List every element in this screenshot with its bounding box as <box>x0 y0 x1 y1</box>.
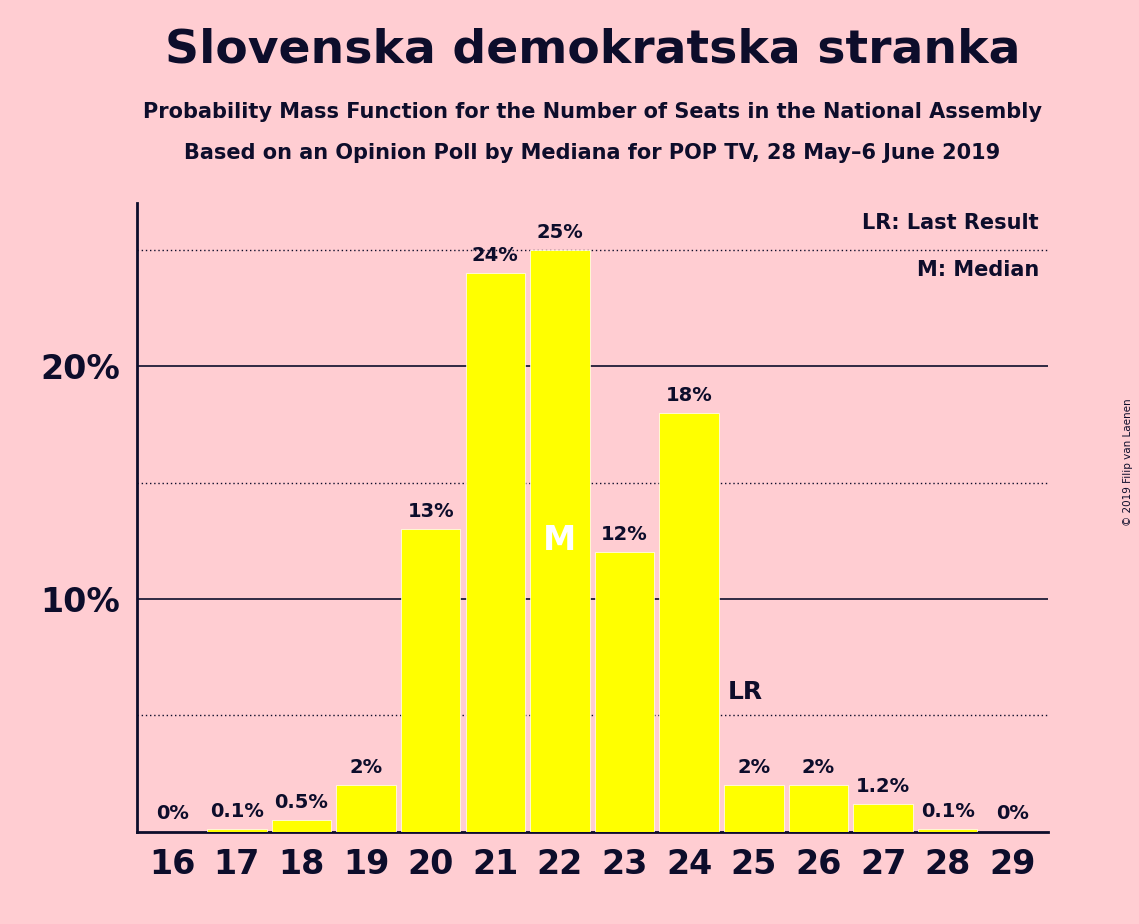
Text: LR: LR <box>728 680 763 703</box>
Bar <box>466 274 525 832</box>
Bar <box>401 529 460 832</box>
Bar <box>336 785 396 832</box>
Text: 18%: 18% <box>666 385 713 405</box>
Text: 0.5%: 0.5% <box>274 793 328 812</box>
Bar <box>918 829 977 832</box>
Bar <box>853 804 912 832</box>
Text: 2%: 2% <box>802 758 835 777</box>
Bar <box>724 785 784 832</box>
Text: Probability Mass Function for the Number of Seats in the National Assembly: Probability Mass Function for the Number… <box>142 102 1042 122</box>
Bar <box>207 829 267 832</box>
Text: 2%: 2% <box>350 758 383 777</box>
Text: 2%: 2% <box>737 758 770 777</box>
Text: 0.1%: 0.1% <box>210 802 264 821</box>
Text: LR: Last Result: LR: Last Result <box>862 213 1039 233</box>
Bar <box>659 413 719 832</box>
Bar <box>788 785 849 832</box>
Bar <box>531 249 590 832</box>
Text: 0%: 0% <box>995 805 1029 823</box>
Text: Slovenska demokratska stranka: Slovenska demokratska stranka <box>164 28 1021 73</box>
Text: 13%: 13% <box>408 502 454 521</box>
Text: 0.1%: 0.1% <box>920 802 975 821</box>
Text: 0%: 0% <box>156 805 189 823</box>
Text: M: Median: M: Median <box>917 260 1039 280</box>
Bar <box>595 553 654 832</box>
Text: © 2019 Filip van Laenen: © 2019 Filip van Laenen <box>1123 398 1133 526</box>
Text: 12%: 12% <box>601 525 648 544</box>
Text: 24%: 24% <box>472 246 518 265</box>
Text: M: M <box>543 524 576 557</box>
Text: 25%: 25% <box>536 223 583 242</box>
Text: 1.2%: 1.2% <box>857 776 910 796</box>
Bar <box>272 820 331 832</box>
Text: Based on an Opinion Poll by Mediana for POP TV, 28 May–6 June 2019: Based on an Opinion Poll by Mediana for … <box>185 143 1000 164</box>
